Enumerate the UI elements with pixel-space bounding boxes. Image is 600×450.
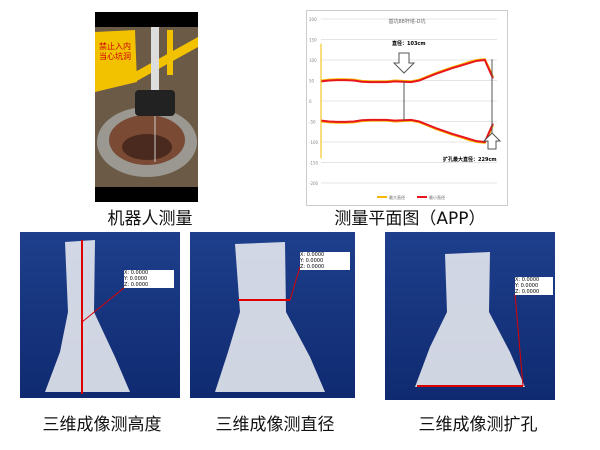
legend-y: Y: 0.0000	[515, 283, 539, 289]
coord-legend: X: 0.0000 Y: 0.0000 Z: 0.0000	[300, 252, 350, 270]
legend-y: Y: 0.0000	[124, 276, 148, 282]
legend-z: Z: 0.0000	[515, 289, 540, 295]
warning-sign: 禁止入内 当心坑洞	[99, 42, 131, 61]
app-chart: 200 150 100 50 0 -50 -100 -150 -200 基坑88杆塔-D坑 最大直径…	[306, 10, 508, 206]
caption-diameter: 三维成像测直径	[215, 415, 335, 435]
y-tick-label: -200	[309, 181, 319, 186]
robot-photo: 禁止入内 当心坑洞	[95, 12, 198, 202]
annotation-max-diameter: 扩孔最大直径：229cm	[443, 156, 497, 163]
pointcloud-height: X: 0.0000 Y: 0.0000 Z: 0.0000	[20, 232, 180, 398]
coord-legend: X: 0.0000 Y: 0.0000 Z: 0.0000	[515, 277, 553, 295]
annotation-diameter: 直径：103cm	[392, 40, 426, 47]
y-tick-label: -100	[309, 140, 319, 145]
y-tick-label: 50	[309, 79, 315, 84]
y-tick-label: 100	[309, 58, 317, 63]
series-line-1-lower	[320, 118, 494, 144]
series-line-1-upper	[320, 58, 494, 84]
legend-label: 最大直径	[389, 194, 405, 200]
pointcloud-reaming: X: 0.0000 Y: 0.0000 Z: 0.0000	[385, 232, 555, 400]
legend-z: Z: 0.0000	[300, 264, 325, 270]
series-line-0-lower	[320, 119, 494, 144]
y-tick-label: 150	[309, 38, 317, 43]
coord-legend: X: 0.0000 Y: 0.0000 Z: 0.0000	[124, 270, 174, 288]
legend-label: 最小直径	[429, 194, 445, 200]
y-tick-label: 0	[309, 99, 312, 104]
y-tick-label: -50	[309, 120, 316, 125]
caption-app: 测量平面图（APP）	[334, 209, 486, 229]
y-tick-label: 200	[309, 17, 317, 22]
y-tick-label: -150	[309, 161, 319, 166]
arrow-down-icon	[392, 52, 416, 74]
pointcloud-diameter: X: 0.0000 Y: 0.0000 Z: 0.0000	[190, 232, 355, 398]
legend-x: X: 0.0000	[300, 252, 325, 258]
caption-reaming: 三维成像测扩孔	[418, 415, 538, 435]
chart-title: 基坑88杆塔-D坑	[388, 18, 425, 25]
legend-x: X: 0.0000	[124, 270, 149, 276]
legend-z: Z: 0.0000	[124, 282, 149, 288]
legend-y: Y: 0.0000	[300, 258, 324, 264]
caption-robot: 机器人测量	[107, 209, 193, 229]
arrow-up-icon	[482, 132, 502, 150]
caption-height: 三维成像测高度	[42, 415, 162, 435]
legend-x: X: 0.0000	[515, 277, 540, 283]
